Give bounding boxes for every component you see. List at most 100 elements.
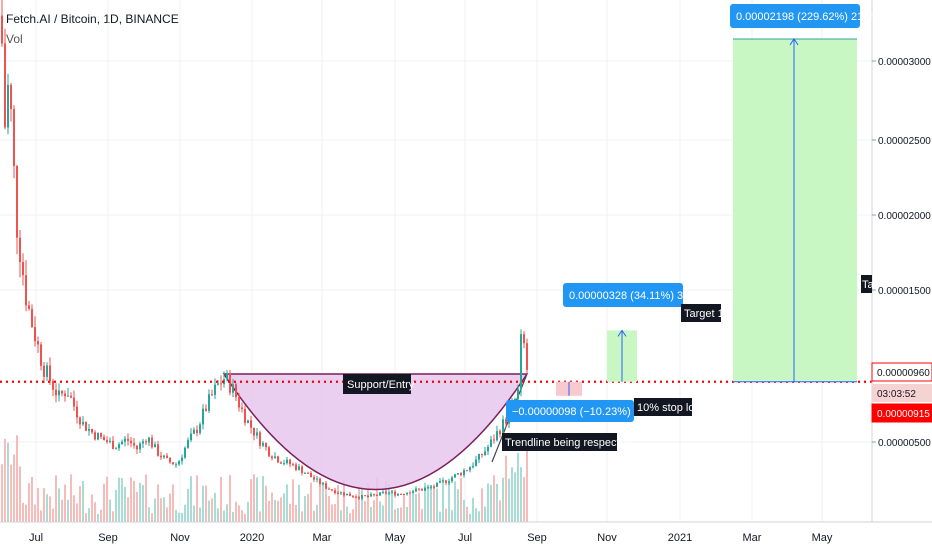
candle-body [79, 417, 81, 425]
volume-bar [301, 511, 303, 522]
price-badge-bg [872, 384, 932, 402]
y-tick-label: 0.00000500 [878, 438, 931, 449]
volume-bar [391, 490, 393, 522]
stop-loss-label-group: 10% stop loss [634, 398, 706, 416]
volume-bar [157, 484, 159, 522]
volume-bar [4, 438, 6, 522]
volume-bar [103, 483, 105, 522]
candle-body [181, 457, 183, 462]
volume-bar [85, 513, 87, 522]
candle-body [106, 440, 108, 443]
candle-body [28, 305, 30, 309]
x-tick-label: Sep [98, 532, 118, 544]
volume-bar [64, 484, 66, 522]
volume-bar [496, 483, 498, 522]
x-tick-label: Mar [313, 532, 332, 544]
volume-bar [22, 502, 24, 522]
candle-body [223, 379, 225, 384]
volume-bar [34, 504, 36, 522]
candle-body [457, 473, 459, 475]
candle-body [379, 492, 381, 496]
volume-bar [412, 489, 414, 522]
candle-body [280, 462, 282, 464]
volume-bar [37, 487, 39, 522]
volume-bar [16, 435, 18, 522]
candle-body [388, 492, 390, 494]
candle-body [121, 441, 123, 445]
volume-bar [1, 464, 3, 522]
candle-body [187, 440, 189, 448]
volume-bar [139, 482, 141, 522]
x-tick-label: Nov [597, 532, 617, 544]
volume-bar [61, 499, 63, 522]
candle-body [355, 496, 357, 498]
candle-body [70, 395, 72, 398]
volume-bar [241, 510, 243, 522]
volume-bar [115, 489, 117, 522]
candle-body [400, 493, 402, 495]
volume-bar [154, 498, 156, 522]
volume-bar [520, 467, 522, 522]
volume-bar [340, 510, 342, 522]
candle-body [523, 334, 525, 344]
volume-bar [304, 495, 306, 522]
volume-bar [388, 483, 390, 522]
candle-body [430, 486, 432, 488]
volume-bar [262, 476, 264, 522]
volume-bar [190, 476, 192, 522]
volume-bar [124, 486, 126, 522]
x-tick-label: Nov [170, 532, 190, 544]
x-tick-label: May [385, 532, 406, 544]
volume-bar [202, 485, 204, 522]
volume-bar [334, 504, 336, 522]
volume-bar [451, 510, 453, 522]
volume-bar [490, 484, 492, 522]
candle-body [97, 433, 99, 440]
volume-bar [283, 493, 285, 522]
price-badges: 0.00000960 03:03:52 0.00000915 [871, 362, 932, 423]
candle-body [484, 451, 486, 456]
y-tick-label: 0.00003000 [878, 57, 931, 68]
volume-bar [421, 509, 423, 522]
candle-body [334, 490, 336, 494]
volume-bar [82, 480, 84, 522]
candle-body [343, 492, 345, 496]
candle-body [361, 495, 363, 499]
trendline-label-group: Trendline being respected [502, 433, 632, 451]
volume-bar [160, 498, 162, 522]
volume-bar [187, 488, 189, 522]
volume-bar [400, 507, 402, 522]
volume-bar [424, 482, 426, 522]
volume-bar [259, 511, 261, 522]
candle-body [481, 454, 483, 456]
volume-bar [178, 512, 180, 522]
target1-label: Target 1 [684, 308, 724, 320]
volume-bar [517, 452, 519, 522]
candle-body [433, 486, 435, 488]
volume-bar [214, 492, 216, 522]
volume-bar [508, 478, 510, 522]
target1-label-bg [681, 304, 721, 322]
volume-bar [238, 505, 240, 522]
candle-body [421, 489, 423, 491]
candle-body [451, 477, 453, 482]
volume-bar [43, 488, 45, 522]
cup-shape [222, 373, 529, 491]
volume-bar [271, 492, 273, 522]
candle-body [64, 393, 66, 397]
volume-bar [256, 477, 258, 522]
volume-bar [193, 505, 195, 522]
candle-body [505, 419, 507, 424]
candle-body [397, 493, 399, 496]
stop-loss-label-bg [634, 398, 692, 416]
volume-bar [313, 510, 315, 522]
volume-bar [292, 479, 294, 522]
candle-body [274, 456, 276, 459]
candle-body [265, 443, 267, 448]
candle-body [526, 343, 528, 371]
candle-body [454, 474, 456, 478]
volume-bar [79, 486, 81, 522]
volume-bar [58, 488, 60, 522]
volume-bar [460, 477, 462, 522]
